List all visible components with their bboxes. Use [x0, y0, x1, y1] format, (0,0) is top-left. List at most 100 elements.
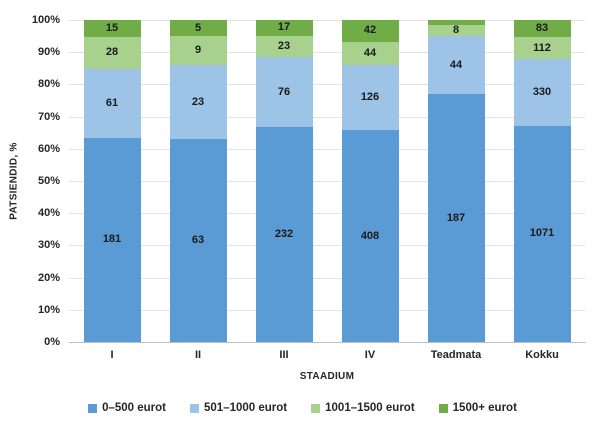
bar-segment: 44: [427, 35, 485, 95]
data-label: 61: [105, 96, 119, 109]
gridline: [69, 181, 585, 182]
bar-segment: 28: [83, 36, 141, 69]
x-axis-title: STAADIUM: [299, 371, 355, 382]
x-tick-label: Kokku: [525, 349, 559, 361]
bar-column-Teadmata: 187 44 8: [413, 20, 499, 342]
data-label: 408: [360, 229, 380, 242]
data-label: 83: [535, 21, 549, 34]
bar-column-II: 63 23 9 5: [155, 20, 241, 342]
y-tick-label: 40%: [37, 207, 60, 220]
x-tick-label: I: [110, 349, 114, 361]
y-axis-labels: 0% 10% 20% 30% 40% 50% 60% 70% 80% 90% 100%: [0, 14, 60, 348]
data-label: 76: [277, 85, 291, 98]
y-tick-label: 70%: [37, 110, 60, 123]
y-tick-label: 0%: [44, 336, 60, 348]
gridline: [69, 84, 585, 86]
data-label: 15: [105, 22, 119, 35]
legend-label: 1001–1500 eurot: [325, 402, 415, 414]
data-label: 42: [363, 24, 377, 37]
y-tick-label: 100%: [31, 14, 60, 26]
legend-swatch-icon: [190, 403, 200, 413]
data-label: 63: [191, 234, 205, 247]
data-label: 126: [360, 90, 380, 103]
data-label: 23: [277, 39, 291, 52]
bar-column-III: 232 76 23 17: [241, 20, 327, 342]
bar-segment: 181: [83, 137, 141, 342]
data-label: 181: [102, 233, 122, 246]
bar-segment: 63: [169, 139, 227, 342]
data-label: 112: [533, 41, 551, 54]
data-label: 9: [194, 44, 202, 57]
data-label: 44: [449, 58, 463, 71]
gridline: [69, 20, 585, 21]
legend-label: 1500+ eurot: [452, 402, 517, 414]
bar-segment: 42: [341, 20, 399, 42]
legend-swatch-icon: [311, 403, 321, 413]
gridline: [69, 277, 585, 279]
bar-segment: 15: [83, 20, 141, 37]
bar-segment: 8: [427, 24, 485, 37]
legend-item: 0–500 eurot: [88, 402, 166, 414]
data-label: 187: [446, 211, 466, 224]
bar-segment: 23: [255, 35, 313, 58]
legend-item: 1001–1500 eurot: [311, 402, 415, 414]
gridline: [69, 309, 585, 311]
gridline: [69, 116, 585, 118]
plot-area: 181 61 28 15 63 23 9 5 232 76 23 17 408 126 44 42 187 44 8…: [69, 20, 585, 342]
gridline: [69, 52, 585, 54]
bar-segment: 330: [513, 59, 571, 126]
legend-swatch-icon: [88, 403, 98, 413]
data-label: 5: [194, 21, 202, 34]
bar-segment: 112: [513, 36, 571, 60]
y-tick-label: 60%: [37, 142, 60, 155]
x-tick-label: IV: [364, 349, 376, 361]
y-tick-label: 20%: [37, 271, 60, 284]
bar-segment: 61: [83, 68, 141, 138]
bar-segment: 17: [255, 20, 313, 36]
legend: 0–500 eurot 501–1000 eurot 1001–1500 eurot…: [0, 402, 605, 414]
legend-label: 0–500 eurot: [102, 402, 167, 414]
bar-segment: 76: [255, 57, 313, 128]
bar-segment: 408: [341, 130, 399, 342]
x-tick-label: II: [194, 349, 202, 361]
bar-column-IV: 408 126 44 42: [327, 20, 413, 342]
legend-item: 1500+ eurot: [438, 402, 517, 414]
x-tick-label: Teadmata: [430, 349, 482, 361]
bar-segment: 44: [341, 41, 399, 65]
bar-segment: 187: [427, 94, 485, 342]
data-label: 1071: [529, 227, 555, 240]
bar-segment: 1071: [513, 125, 571, 342]
gridline: [69, 245, 585, 247]
x-tick-label: III: [279, 349, 289, 361]
legend-swatch-icon: [438, 403, 448, 413]
x-axis-labels: I II III IV Teadmata Kokku: [69, 349, 585, 361]
x-axis-line: [69, 342, 586, 343]
bar-segment: 23: [169, 65, 227, 140]
y-tick-label: 50%: [37, 175, 60, 187]
bars: 181 61 28 15 63 23 9 5 232 76 23 17 408 126 44 42 187 44 8…: [69, 20, 585, 342]
y-tick-label: 30%: [37, 239, 60, 252]
data-label: 28: [105, 46, 119, 59]
y-tick-label: 80%: [37, 78, 60, 91]
legend-label: 501–1000 eurot: [204, 402, 288, 414]
bar-column-Kokku: 1071 330 112 83: [499, 20, 585, 342]
bar-segment: 232: [255, 127, 313, 342]
data-label: 44: [363, 46, 377, 59]
bar-column-I: 181 61 28 15: [69, 20, 155, 342]
y-tick-label: 10%: [37, 303, 60, 316]
gridline: [69, 148, 585, 150]
data-label: 8: [452, 24, 460, 37]
data-label: 17: [277, 21, 291, 34]
legend-item: 501–1000 eurot: [190, 402, 287, 414]
bar-segment: 5: [169, 20, 227, 37]
gridline: [69, 213, 585, 215]
data-label: 232: [274, 228, 294, 241]
bar-segment: 9: [169, 36, 227, 66]
y-tick-label: 90%: [37, 46, 60, 59]
bar-segment: 126: [341, 64, 399, 131]
bar-segment: [427, 20, 485, 26]
data-label: 23: [191, 95, 205, 108]
bar-segment: 83: [513, 20, 571, 37]
data-label: 330: [532, 86, 552, 99]
